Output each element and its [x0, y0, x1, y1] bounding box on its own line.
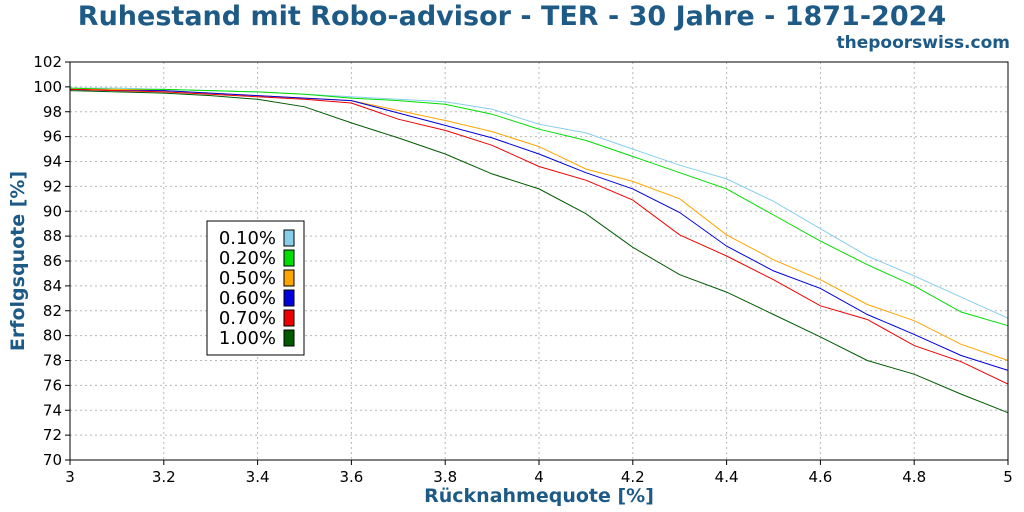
x-tick-label: 4	[534, 468, 544, 486]
x-tick-label: 4.8	[902, 468, 926, 486]
y-tick-label: 90	[43, 202, 62, 220]
x-tick-label: 4.6	[808, 468, 832, 486]
series-line-1	[69, 87, 1009, 327]
x-tick-label: 3.8	[433, 468, 457, 486]
x-tick-label: 4.2	[621, 468, 645, 486]
legend: 0.10%0.20%0.50%0.60%0.70%1.00%	[206, 220, 305, 356]
y-tick-label: 94	[43, 153, 62, 171]
legend-label: 0.10%	[219, 228, 276, 249]
y-tick-label: 86	[43, 252, 62, 270]
y-tick-label: 84	[43, 277, 62, 295]
legend-label: 0.20%	[219, 248, 276, 269]
y-tick-label: 96	[43, 128, 62, 146]
y-tick-label: 100	[33, 78, 62, 96]
y-tick-label: 80	[43, 327, 62, 345]
y-tick-label: 102	[33, 53, 62, 71]
legend-swatch	[283, 269, 295, 287]
y-tick-label: 74	[43, 401, 62, 419]
source-label: thepoorswiss.com	[836, 33, 1011, 53]
y-tick-label: 78	[43, 352, 62, 370]
x-tick-label: 5	[1003, 468, 1013, 486]
series-lines	[69, 87, 1009, 414]
legend-swatch	[283, 309, 295, 327]
y-tick-label: 72	[43, 426, 62, 444]
y-tick-label: 88	[43, 227, 62, 245]
x-tick-label: 3.6	[339, 468, 363, 486]
legend-label: 1.00%	[219, 328, 276, 349]
series-line-4	[69, 88, 1009, 385]
legend-label: 0.70%	[219, 308, 276, 329]
legend-swatch	[283, 249, 295, 267]
y-tick-label: 92	[43, 177, 62, 195]
y-tick-label: 82	[43, 302, 62, 320]
chart-title: Ruhestand mit Robo-advisor - TER - 30 Ja…	[77, 1, 947, 32]
x-tick-label: 3.2	[152, 468, 176, 486]
x-axis-label: Rücknahmequote [%]	[424, 485, 654, 507]
y-tick-label: 70	[43, 451, 62, 469]
x-tick-label: 3.4	[246, 468, 270, 486]
legend-swatch	[283, 289, 295, 307]
y-axis-label: Erfolgsquote [%]	[7, 171, 29, 351]
x-tick-label: 3	[65, 468, 75, 486]
legend-label: 0.50%	[219, 268, 276, 289]
series-line-3	[69, 88, 1009, 371]
legend-label: 0.60%	[219, 288, 276, 309]
y-tick-label: 76	[43, 376, 62, 394]
axis-ticks: 70 72 74 76 78 80 82 84 86 88 90 92 94 96 98 100 102 3 3.2…	[33, 53, 1012, 486]
legend-swatch	[283, 229, 295, 247]
x-tick-label: 4.4	[715, 468, 739, 486]
legend-swatch	[283, 329, 295, 347]
y-tick-label: 98	[43, 103, 62, 121]
series-line-5	[69, 90, 1009, 414]
